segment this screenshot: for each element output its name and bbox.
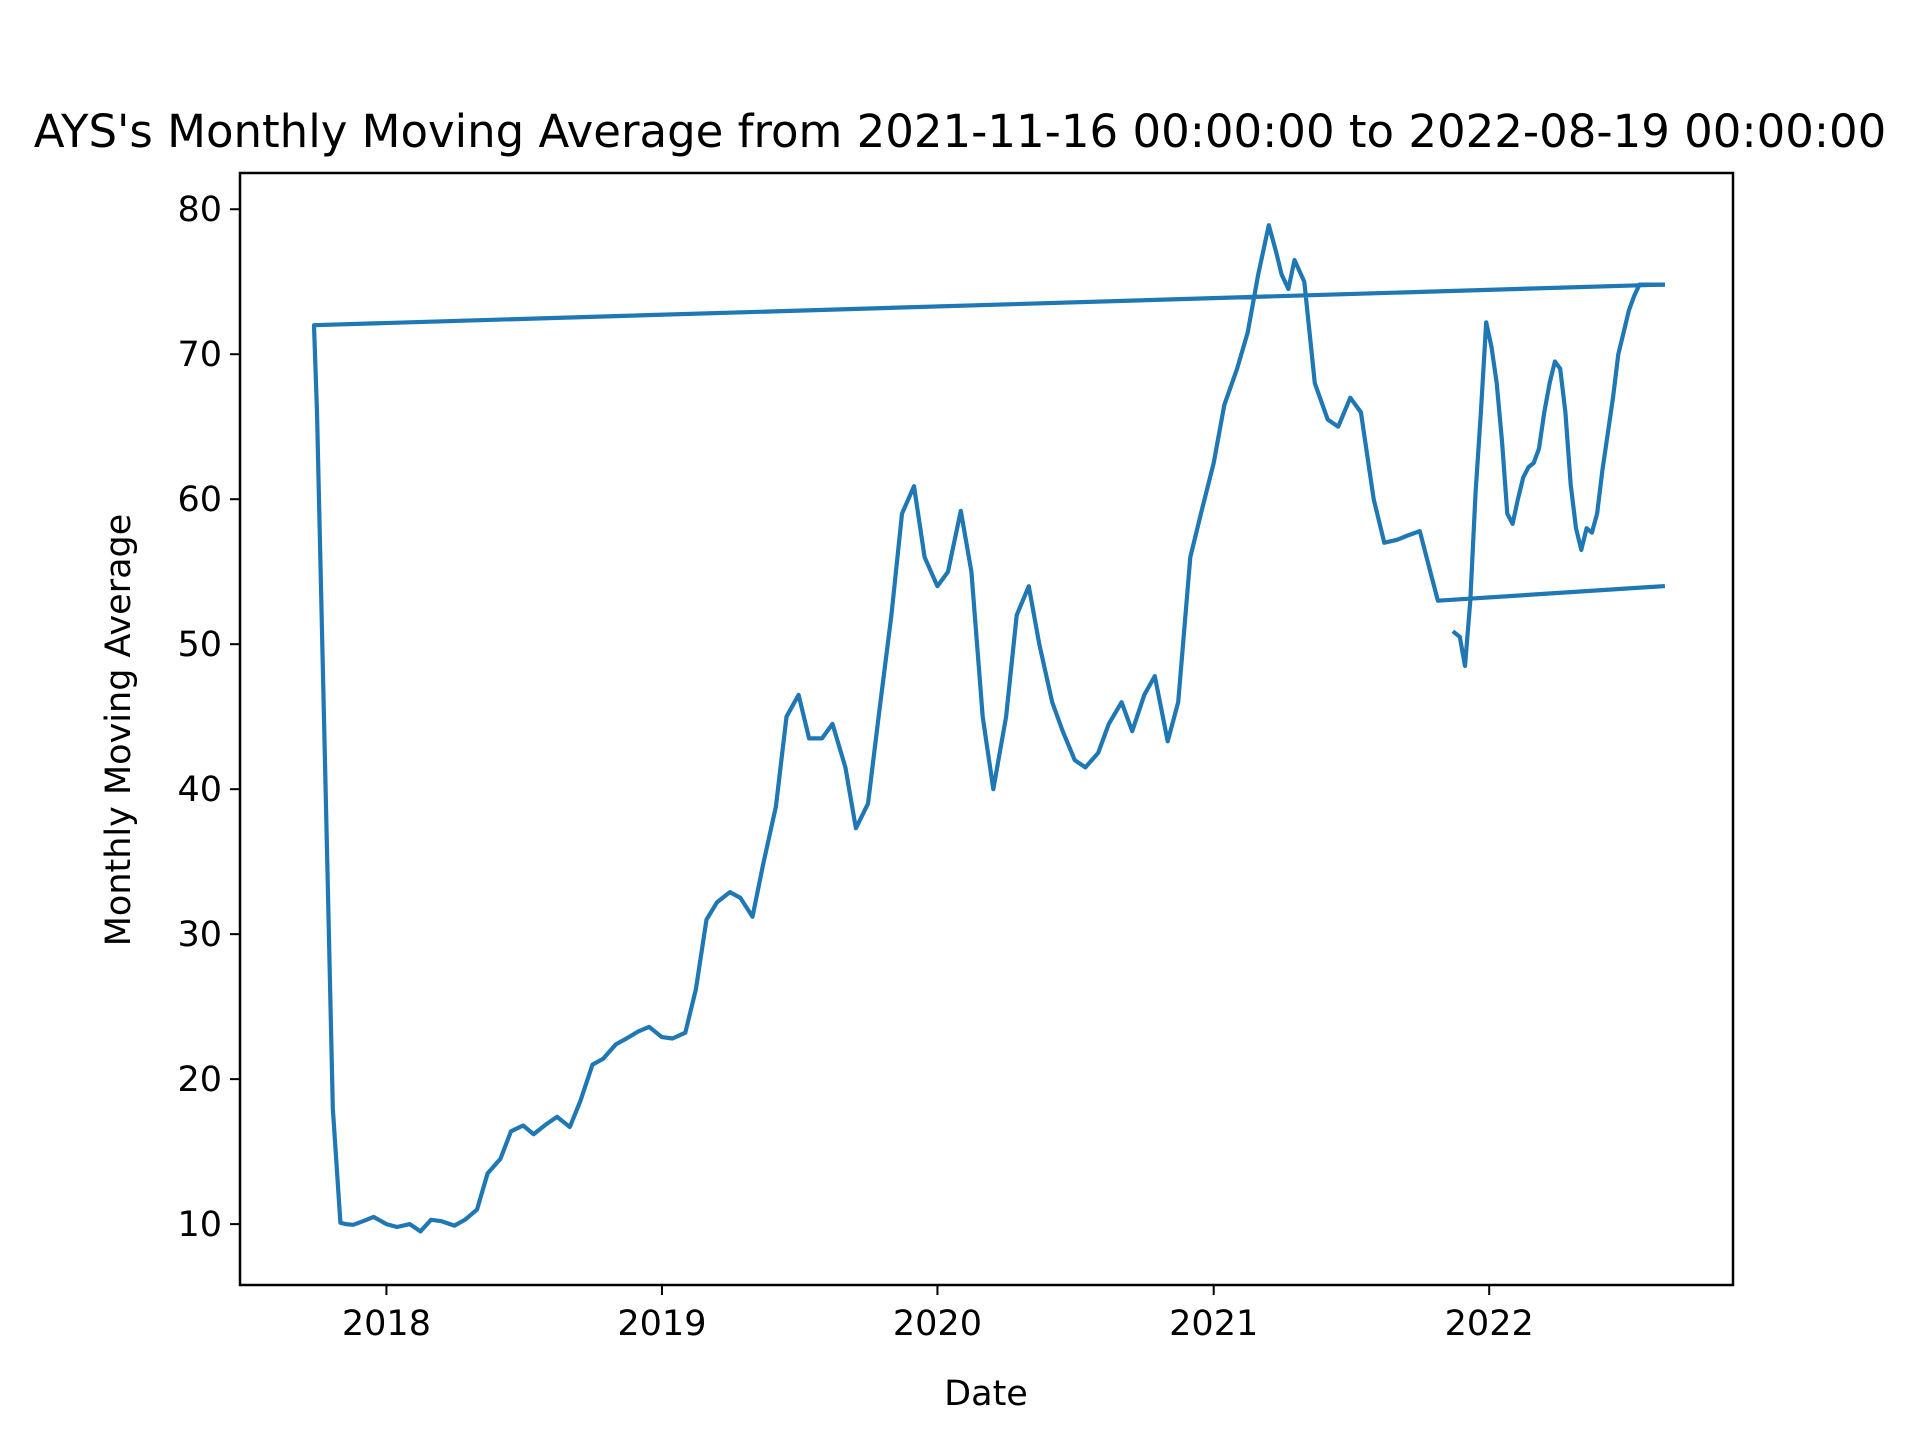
x-axis-label: Date (944, 1374, 1028, 1414)
series-line-1 (311, 223, 1666, 1234)
y-axis-label: Monthly Moving Average (99, 514, 139, 947)
x-tick-label: 2019 (617, 1304, 706, 1344)
chart-title: AYS's Monthly Moving Average from 2021-1… (34, 105, 1887, 158)
series-group (311, 223, 1666, 1234)
x-tick-label: 2021 (1169, 1304, 1258, 1344)
y-tick-label: 10 (177, 1205, 222, 1245)
y-tick-label: 40 (177, 770, 222, 810)
x-tick-label: 2020 (893, 1304, 982, 1344)
y-tick-label: 50 (177, 625, 222, 665)
series-line-2 (1451, 282, 1665, 668)
x-tick-label: 2022 (1445, 1304, 1534, 1344)
y-tick-label: 70 (177, 335, 222, 375)
x-axis: 2018 2019 2020 2021 2022 (342, 1285, 1534, 1344)
y-axis: 10 20 30 40 50 60 70 80 (177, 190, 240, 1245)
y-tick-label: 60 (177, 480, 222, 520)
y-tick-label: 30 (177, 915, 222, 955)
plot-frame (238, 171, 1735, 1287)
x-tick-label: 2018 (342, 1304, 431, 1344)
y-tick-label: 80 (177, 190, 222, 230)
y-tick-label: 20 (177, 1060, 222, 1100)
